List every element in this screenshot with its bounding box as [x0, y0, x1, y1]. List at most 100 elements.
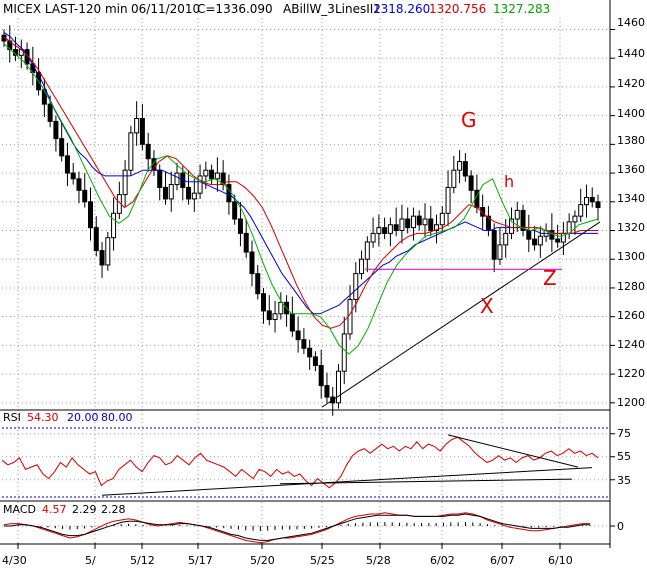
candle-body [76, 178, 82, 191]
candle-body [272, 313, 278, 321]
y-tick-label: 1440 [617, 47, 645, 60]
rsi-y-tick: 35 [617, 474, 631, 487]
y-tick-label: 1320 [617, 221, 645, 234]
candle-body [439, 212, 445, 226]
y-tick-label: 1460 [617, 16, 645, 29]
x-tick-label: 5/17 [188, 554, 213, 567]
y-tick-label: 1360 [617, 163, 645, 176]
y-tick-label: 1260 [617, 309, 645, 322]
candle-body [359, 258, 365, 275]
annotation-x: X [480, 294, 494, 318]
annotation-z: Z [543, 266, 557, 290]
rsi-y-tick: 55 [617, 450, 631, 463]
candle-body [324, 385, 330, 398]
macd-value-1: 4.57 [42, 503, 67, 516]
candle-body [209, 169, 215, 180]
candle-body [312, 356, 318, 366]
candle-body [168, 184, 174, 200]
candle-body [122, 169, 128, 196]
rsi-value: 54.30 [27, 411, 59, 424]
candle-body [537, 235, 543, 246]
blue-line-value: 1318.260 [373, 2, 431, 16]
macd-value-3: 2.28 [101, 503, 126, 516]
candle-body [197, 175, 203, 194]
y-tick-label: 1400 [617, 107, 645, 120]
x-tick-label: 5/20 [250, 554, 275, 567]
candle-body [508, 218, 514, 234]
y-tick-label: 1420 [617, 77, 645, 90]
x-tick-label: 6/10 [548, 554, 573, 567]
candle-body [255, 273, 261, 295]
y-tick-label: 1340 [617, 192, 645, 205]
y-tick-label: 1280 [617, 280, 645, 293]
rsi-y-tick: 75 [617, 427, 631, 440]
x-tick-label: 5/28 [366, 554, 391, 567]
y-tick-label: 1200 [617, 396, 645, 409]
candle-body [261, 293, 267, 312]
candle-body [232, 201, 238, 220]
candle-body [364, 241, 370, 260]
candle-body [70, 172, 76, 180]
macd-y-tick: 0 [617, 520, 624, 533]
blue-line [3, 31, 598, 315]
candle-body [237, 218, 243, 234]
candle-body [462, 161, 468, 177]
candle-body [589, 196, 595, 203]
candle-body [41, 89, 47, 105]
candle-body [226, 184, 232, 203]
red-line [3, 36, 598, 329]
macd-label: MACD [3, 503, 36, 516]
candle-body [526, 230, 532, 240]
candle-body [191, 192, 197, 200]
candle-body [555, 238, 561, 243]
candle-body [335, 370, 341, 404]
rsi-trend-line [447, 434, 579, 468]
green-line-value: 1327.283 [493, 2, 551, 16]
candle-body [88, 201, 94, 229]
candle-body [572, 215, 578, 223]
y-tick-label: 1240 [617, 338, 645, 351]
candle-body [307, 347, 313, 358]
x-tick-label: 6/02 [430, 554, 455, 567]
candle-body [278, 301, 284, 315]
candle-body [157, 169, 163, 188]
candle-body [174, 172, 180, 186]
candle-body [249, 251, 255, 275]
candle-body [468, 175, 474, 191]
annotation-h: h [504, 172, 515, 191]
candle-body [353, 273, 359, 300]
close-value: C=1336.090 [197, 2, 273, 16]
macd-panel [3, 512, 591, 544]
panel-frame [0, 0, 611, 548]
candle-body [480, 207, 486, 217]
grid [2, 18, 615, 549]
candle-body [64, 155, 70, 174]
candle-body [503, 232, 509, 246]
candle-body [451, 169, 457, 188]
candle-body [134, 118, 140, 134]
candle-body [139, 118, 145, 145]
candle-body [376, 227, 382, 234]
candle-body [243, 232, 249, 253]
chart-date: 06/11/2010 [131, 2, 201, 16]
indicator-name: ABillW_3LinesII2 [283, 2, 381, 16]
candle-body [387, 224, 393, 234]
macd-line [3, 512, 590, 544]
x-tick-label: 6/07 [490, 554, 515, 567]
candle-body [382, 227, 388, 234]
candle-body [428, 218, 434, 232]
rsi-trend-line [101, 467, 593, 496]
candle-body [422, 218, 428, 226]
candle-body [162, 186, 168, 200]
x-tick-label: 5/12 [130, 554, 155, 567]
rsi-trend-line [279, 478, 573, 485]
rsi-label: RSI [3, 411, 21, 424]
candle-body [595, 201, 601, 209]
candle-body [214, 172, 220, 180]
candle-body [457, 161, 463, 171]
red-line-value: 1320.756 [429, 2, 487, 16]
rsi-panel [1, 434, 599, 496]
x-tick-label: 5/25 [310, 554, 335, 567]
candle-body [514, 209, 520, 220]
